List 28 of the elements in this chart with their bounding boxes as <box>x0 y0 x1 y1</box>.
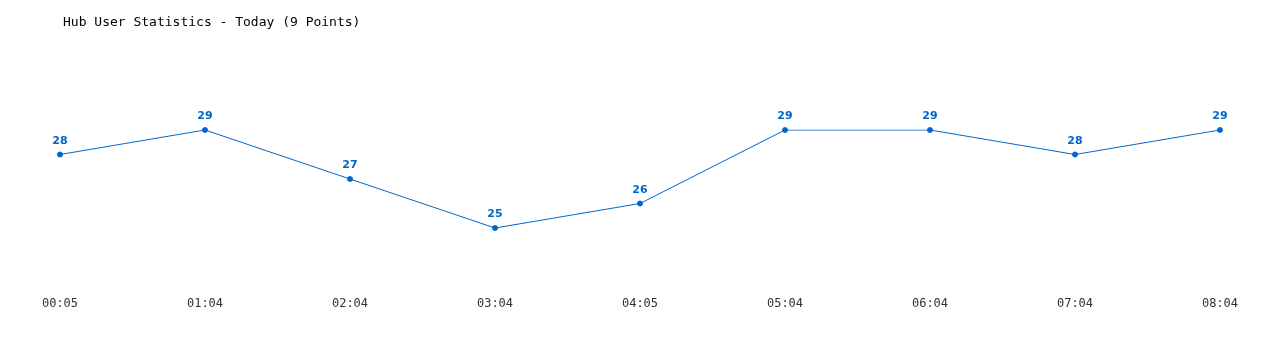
x-tick-label: 03:04 <box>476 296 514 310</box>
point <box>492 225 498 231</box>
x-tick-label: 00:05 <box>41 296 79 310</box>
chart-title: Hub User Statistics - Today (9 Points) <box>63 14 361 29</box>
x-tick-label: 05:04 <box>766 296 804 310</box>
point <box>637 200 643 207</box>
x-tick-label: 04:05 <box>621 296 659 310</box>
point <box>782 127 788 133</box>
point <box>57 151 63 158</box>
x-tick-label: 06:04 <box>911 296 949 310</box>
x-tick-label: 01:04 <box>186 296 224 310</box>
data-label: 28 <box>52 133 68 147</box>
data-label: 29 <box>777 109 793 122</box>
point <box>927 127 933 133</box>
point <box>202 127 208 133</box>
x-tick-label: 08:04 <box>1201 296 1239 310</box>
x-tick-label: 07:04 <box>1056 296 1094 310</box>
point <box>1072 151 1078 158</box>
data-label: 29 <box>922 109 938 122</box>
data-label: 25 <box>487 207 503 220</box>
data-label: 29 <box>197 109 213 122</box>
data-label: 29 <box>1212 109 1228 122</box>
data-label: 28 <box>1067 133 1083 147</box>
data-label: 27 <box>342 158 358 171</box>
data-label: 26 <box>632 182 648 196</box>
point <box>347 176 353 182</box>
x-tick-label: 02:04 <box>331 296 369 310</box>
point <box>1217 127 1223 133</box>
